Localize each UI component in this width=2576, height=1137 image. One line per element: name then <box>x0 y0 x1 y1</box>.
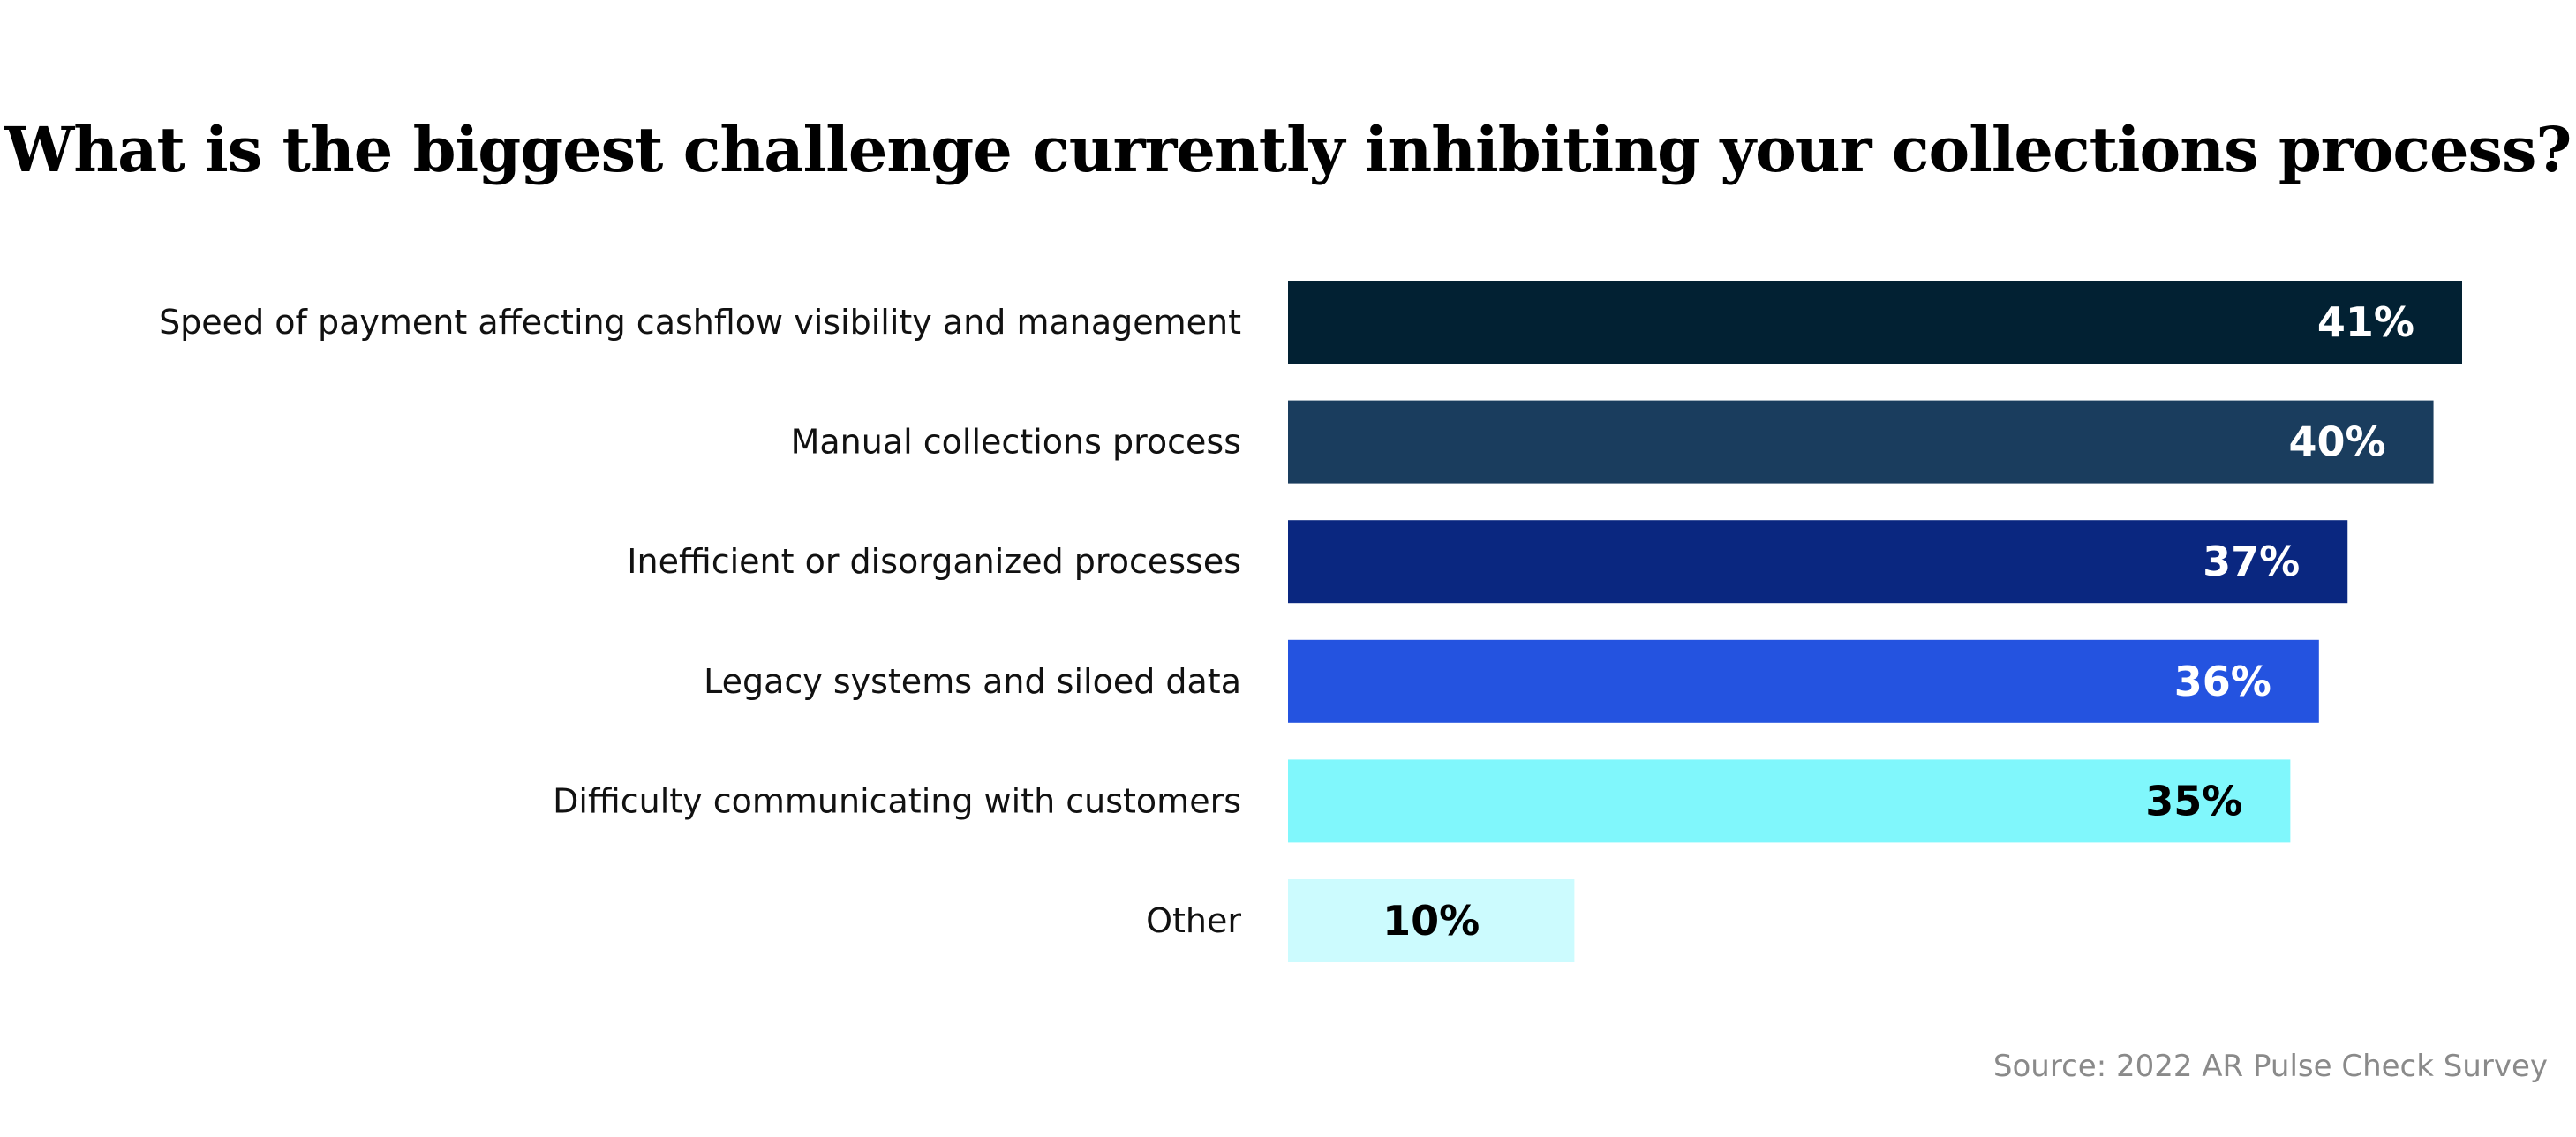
value-label: 40% <box>2288 418 2385 466</box>
bar <box>1288 281 2462 364</box>
category-label: Other <box>1146 901 1241 940</box>
category-label: Manual collections process <box>791 423 1241 462</box>
value-label: 36% <box>2174 658 2271 705</box>
bar <box>1288 639 2319 723</box>
value-label: 10% <box>1382 897 1480 945</box>
category-label: Difficulty communicating with customers <box>553 781 1241 820</box>
bar <box>1288 520 2348 604</box>
bar <box>1288 400 2434 484</box>
source-note: Source: 2022 AR Pulse Check Survey <box>1992 1049 2548 1084</box>
bar <box>1288 759 2291 843</box>
category-label: Inefficient or disorganized processes <box>627 542 1241 581</box>
value-label: 41% <box>2317 298 2414 346</box>
category-label: Legacy systems and siloed data <box>704 662 1241 701</box>
bar <box>1288 879 1575 962</box>
value-label: 37% <box>2203 538 2300 585</box>
category-label: Speed of payment affecting cashflow visi… <box>159 303 1241 342</box>
value-label: 35% <box>2145 777 2242 825</box>
chart-title: What is the biggest challenge currently … <box>4 113 2572 186</box>
